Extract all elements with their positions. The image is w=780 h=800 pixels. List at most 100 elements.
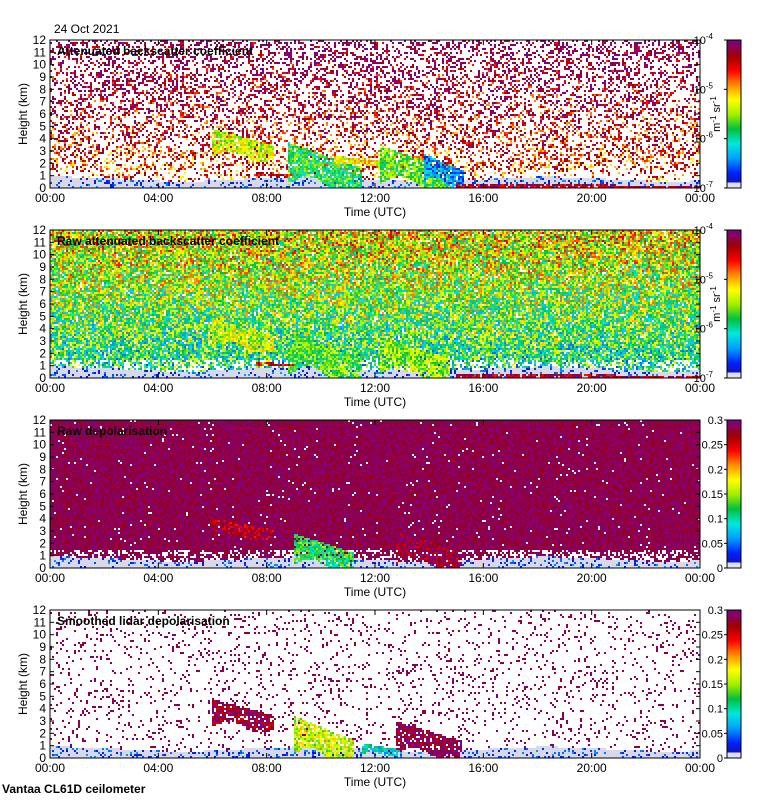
colorbar-tick-exponent: -4: [706, 32, 714, 41]
x-tick-label: 16:00: [468, 381, 498, 395]
x-tick-label: 16:00: [468, 191, 498, 205]
y-tick-label: 7: [39, 285, 46, 299]
x-tick-label: 00:00: [685, 571, 715, 585]
y-tick-label: 4: [39, 702, 46, 716]
colorbar-tick-label: 0.25: [702, 630, 723, 642]
y-tick-label: 12: [33, 33, 47, 47]
y-tick-label: 4: [39, 512, 46, 526]
y-tick-label: 8: [39, 652, 46, 666]
colorbar-tick-exponent: -5: [706, 81, 714, 90]
colorbar-tick-label: 0.3: [708, 415, 723, 427]
y-tick-label: 7: [39, 665, 46, 679]
y-tick-label: 2: [39, 536, 46, 550]
colorbar-tick-label: 10-5: [694, 81, 714, 96]
x-tick-label: 12:00: [360, 381, 390, 395]
y-tick-label: 6: [39, 297, 46, 311]
y-tick-label: 10: [33, 438, 47, 452]
y-tick-label: 8: [39, 272, 46, 286]
colorbar-tick-label: 0.1: [708, 514, 723, 526]
colorbar-units: m-1 sr-1: [709, 286, 723, 322]
y-tick-label: 10: [33, 248, 47, 262]
x-axis-label: Time (UTC): [344, 205, 406, 219]
y-tick-label: 11: [34, 235, 47, 249]
colorbar-tick-label: 0.15: [702, 679, 723, 691]
colorbar-tick-label: 0.15: [702, 489, 723, 501]
panel-title: Smoothed lidar depolarisation: [57, 614, 230, 628]
colorbar-tick-label: 10-5: [694, 271, 714, 286]
colorbar-tick-label: 10-6: [694, 321, 714, 336]
y-tick-label: 12: [33, 603, 47, 617]
y-tick-label: 5: [39, 689, 46, 703]
x-tick-label: 20:00: [577, 381, 607, 395]
y-tick-label: 1: [39, 739, 46, 753]
x-tick-label: 16:00: [468, 571, 498, 585]
x-tick-label: 20:00: [577, 761, 607, 775]
x-tick-label: 00:00: [35, 571, 65, 585]
x-tick-label: 00:00: [35, 381, 65, 395]
x-axis-label: Time (UTC): [344, 775, 406, 789]
y-tick-label: 3: [39, 524, 46, 538]
colorbar-tick-label: 0.3: [708, 605, 723, 617]
x-tick-label: 16:00: [468, 761, 498, 775]
colorbar-tick-label: 10-6: [694, 131, 714, 146]
y-tick-label: 11: [34, 425, 47, 439]
y-tick-label: 9: [39, 260, 46, 274]
y-tick-label: 5: [39, 499, 46, 513]
x-tick-label: 08:00: [252, 571, 282, 585]
heatmap-cells: [50, 420, 700, 568]
y-tick-label: 8: [39, 462, 46, 476]
colorbar-tick-exponent: -7: [706, 370, 714, 379]
y-tick-label: 5: [39, 119, 46, 133]
panel-title: Raw depolarisation: [57, 424, 167, 438]
y-tick-label: 9: [39, 70, 46, 84]
footer-label: Vantaa CL61D ceilometer: [2, 782, 146, 796]
x-tick-label: 04:00: [143, 381, 173, 395]
x-tick-label: 20:00: [577, 191, 607, 205]
y-tick-label: 9: [39, 450, 46, 464]
x-tick-label: 00:00: [35, 761, 65, 775]
y-axis-label: Height (km): [16, 83, 30, 145]
x-axis-label: Time (UTC): [344, 585, 406, 599]
y-tick-label: 12: [33, 223, 47, 237]
y-tick-label: 6: [39, 677, 46, 691]
colorbar-tick-label: 10-4: [694, 32, 714, 47]
x-tick-label: 04:00: [143, 571, 173, 585]
panel-title: Raw attenuated backscatter coefficient: [57, 234, 279, 248]
y-axis-label: Height (km): [16, 463, 30, 525]
colorbar: 10-710-610-510-4m-1 sr-1: [694, 32, 741, 195]
x-tick-label: 08:00: [252, 761, 282, 775]
colorbar: 00.050.10.150.20.250.3: [702, 605, 741, 765]
y-tick-label: 4: [39, 322, 46, 336]
y-tick-label: 6: [39, 107, 46, 121]
colorbar-tick-exponent: -5: [706, 271, 714, 280]
x-tick-label: 08:00: [252, 381, 282, 395]
y-axis-label: Height (km): [16, 273, 30, 335]
colorbar-tick-label: 0.05: [702, 538, 723, 550]
y-tick-label: 9: [39, 640, 46, 654]
panel-4: Smoothed lidar depolarisation01234567891…: [16, 603, 741, 789]
x-axis-label: Time (UTC): [344, 395, 406, 409]
panel-1: Attenuated backscatter coefficient012345…: [16, 32, 741, 219]
x-tick-label: 04:00: [143, 191, 173, 205]
y-axis-label: Height (km): [16, 653, 30, 715]
y-tick-label: 3: [39, 144, 46, 158]
y-tick-label: 2: [39, 156, 46, 170]
colorbar-tick-label: 0.05: [702, 728, 723, 740]
panel-2: Raw attenuated backscatter coefficient01…: [16, 222, 741, 409]
y-tick-label: 2: [39, 346, 46, 360]
y-tick-label: 6: [39, 487, 46, 501]
colorbar-tick-label: 0: [717, 563, 723, 575]
colorbar-tick-label: 0.1: [708, 704, 723, 716]
y-tick-label: 2: [39, 726, 46, 740]
colorbar: 10-710-610-510-4m-1 sr-1: [694, 222, 741, 385]
colorbar-tick-label: 10-4: [694, 222, 714, 237]
ceilometer-figure: 24 Oct 2021 Vantaa CL61D ceilometer Atte…: [0, 0, 780, 800]
colorbar-tick-exponent: -4: [706, 222, 714, 231]
colorbar: 00.050.10.150.20.250.3: [702, 415, 741, 575]
y-tick-label: 7: [39, 475, 46, 489]
y-tick-label: 11: [34, 615, 47, 629]
date-label: 24 Oct 2021: [54, 22, 120, 36]
x-tick-label: 12:00: [360, 191, 390, 205]
y-tick-label: 7: [39, 95, 46, 109]
